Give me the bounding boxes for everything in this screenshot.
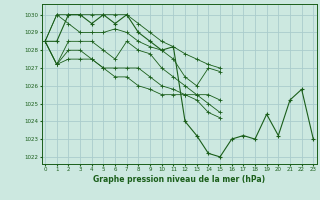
- X-axis label: Graphe pression niveau de la mer (hPa): Graphe pression niveau de la mer (hPa): [93, 175, 265, 184]
